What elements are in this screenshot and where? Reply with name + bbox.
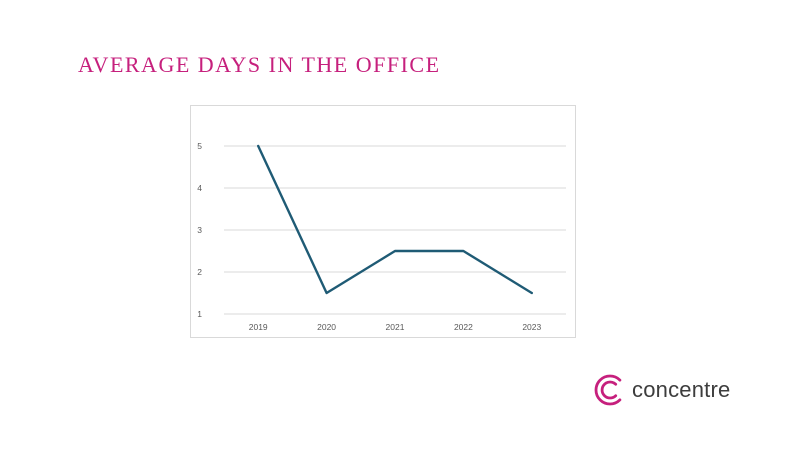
slide-title: AVERAGE DAYS IN THE OFFICE bbox=[78, 52, 441, 77]
concentric-c-icon bbox=[594, 374, 622, 406]
brand-logo: concentre bbox=[594, 374, 730, 406]
x-axis-ticks: 2019 2020 2021 2022 2023 bbox=[249, 322, 542, 332]
line-chart: 1 2 3 4 5 2019 2020 2021 2022 2023 bbox=[197, 141, 566, 332]
y-tick-label: 1 bbox=[197, 309, 202, 319]
y-tick-label: 4 bbox=[197, 183, 202, 193]
brand-name: concentre bbox=[632, 377, 731, 402]
chart-frame: 1 2 3 4 5 2019 2020 2021 2022 2023 bbox=[190, 105, 576, 338]
x-tick-label: 2020 bbox=[317, 322, 336, 332]
y-tick-label: 2 bbox=[197, 267, 202, 277]
x-tick-label: 2023 bbox=[522, 322, 541, 332]
y-tick-label: 3 bbox=[197, 225, 202, 235]
x-tick-label: 2019 bbox=[249, 322, 268, 332]
x-tick-label: 2022 bbox=[454, 322, 473, 332]
gridlines bbox=[224, 145, 566, 315]
y-axis-ticks: 1 2 3 4 5 bbox=[197, 141, 202, 319]
x-tick-label: 2021 bbox=[386, 322, 405, 332]
y-tick-label: 5 bbox=[197, 141, 202, 151]
series-line bbox=[256, 144, 533, 295]
series-layer bbox=[256, 144, 533, 295]
